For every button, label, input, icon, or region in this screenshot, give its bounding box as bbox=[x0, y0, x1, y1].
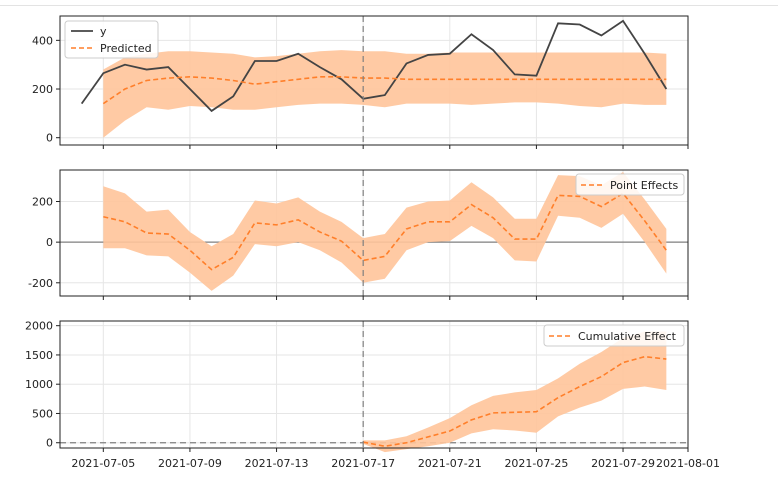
y-tick-label: 1500 bbox=[25, 349, 53, 362]
y-tick-label: 200 bbox=[32, 83, 53, 96]
y-tick-label: 0 bbox=[46, 132, 53, 145]
x-tick-label: 2021-07-21 bbox=[418, 457, 482, 470]
y-tick-label: -200 bbox=[28, 277, 53, 290]
legend-label: Cumulative Effect bbox=[578, 330, 677, 343]
x-tick-label: 2021-07-25 bbox=[504, 457, 568, 470]
x-tick-label: 2021-07-05 bbox=[71, 457, 135, 470]
panel-point-effects: -200 0 200 Point Effects bbox=[28, 169, 689, 300]
dashed-series-line bbox=[363, 355, 667, 448]
x-tick-label: 2021-07-09 bbox=[158, 457, 222, 470]
legend-label-y: y bbox=[100, 25, 107, 38]
top-divider bbox=[0, 5, 778, 6]
y-tick-label: 0 bbox=[46, 437, 53, 450]
legend-box bbox=[575, 173, 685, 196]
legend-label: Point Effects bbox=[610, 179, 678, 192]
y-tick-label: 200 bbox=[32, 196, 53, 209]
panel-observed-vs-predicted: 0 200 400 y Predicted bbox=[32, 15, 689, 149]
x-tick-label: 2021-07-13 bbox=[245, 457, 309, 470]
y-tick-label: 500 bbox=[32, 407, 53, 420]
x-tick-label: 2021-07-29 bbox=[591, 457, 655, 470]
x-tick-label: 2021-07-17 bbox=[331, 457, 395, 470]
confidence-band bbox=[363, 331, 667, 453]
panel-cumulative-effect: 0 500 1000 1500 2000 2021-07-05 2021-07-09 2021… bbox=[25, 320, 720, 470]
legend-label-predicted: Predicted bbox=[100, 42, 152, 55]
legend: y Predicted bbox=[64, 20, 159, 59]
axes-frame bbox=[59, 169, 689, 297]
axes-frame bbox=[59, 15, 689, 146]
dashed-series-line bbox=[102, 76, 667, 105]
x-tick-label: 2021-08-01 bbox=[656, 457, 720, 470]
y-tick-label: 1000 bbox=[25, 378, 53, 391]
legend-box bbox=[543, 324, 685, 347]
legend: Cumulative Effect bbox=[543, 324, 685, 347]
y-tick-label: 400 bbox=[32, 34, 53, 47]
y-tick-label: 2000 bbox=[25, 320, 53, 333]
top-strip bbox=[0, 0, 778, 6]
legend: Point Effects bbox=[575, 173, 685, 196]
axes-frame bbox=[59, 320, 689, 449]
dashed-series-line bbox=[103, 192, 667, 271]
y-tick-label: 0 bbox=[46, 236, 53, 249]
